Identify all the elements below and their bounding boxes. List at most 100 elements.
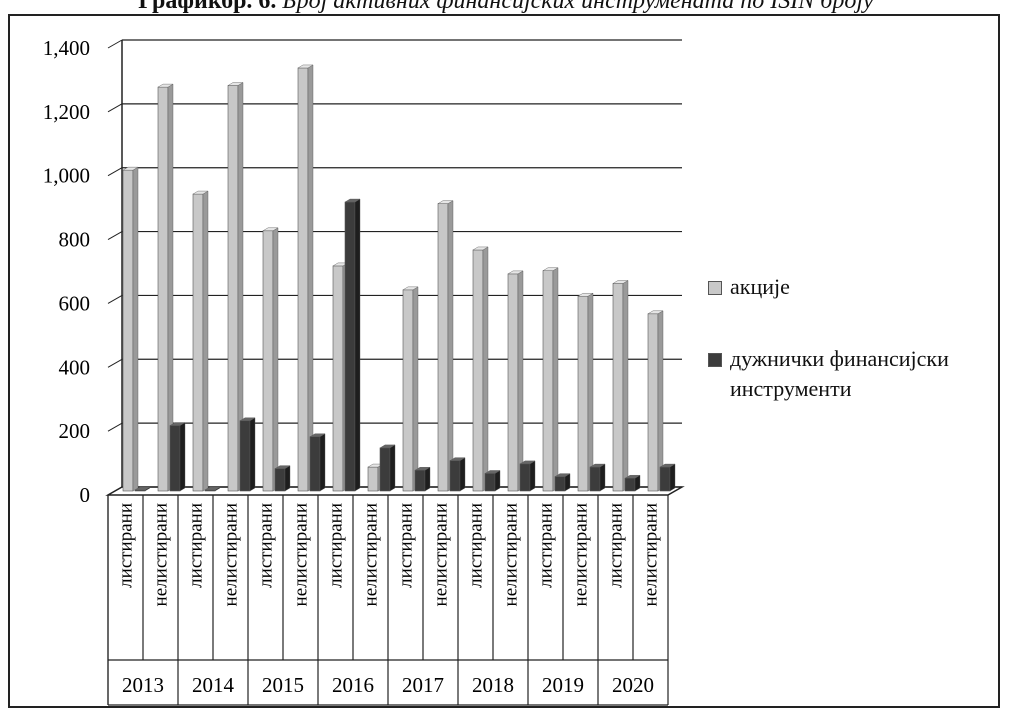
bar-side — [599, 463, 606, 492]
bar-duznicki — [484, 473, 496, 492]
x-category-label: нелистирани — [431, 503, 452, 606]
bar-duznicki — [519, 463, 531, 492]
gridline-side — [107, 294, 123, 304]
x-year-label: 2013 — [122, 673, 164, 697]
bar-top — [612, 280, 629, 284]
bar-duznicki — [239, 420, 251, 492]
x-year-label: 2019 — [542, 673, 584, 697]
gridline-side — [107, 422, 123, 432]
bar-duznicki — [624, 477, 636, 492]
x-category-label: нелистирани — [361, 503, 382, 606]
x-category-label: листирани — [536, 503, 557, 588]
bar-side — [412, 286, 419, 492]
x-category-label: нелистирани — [151, 503, 172, 606]
bar-duznicki — [274, 468, 286, 492]
bar-side — [424, 466, 431, 492]
x-year-label: 2015 — [262, 673, 304, 697]
bar-top — [309, 433, 326, 437]
bar-duznicki — [344, 201, 356, 492]
y-tick-label: 1,200 — [43, 100, 90, 124]
x-category-label: листирани — [606, 503, 627, 588]
bar-akcije — [402, 289, 414, 492]
gridline-side — [107, 358, 123, 368]
bar-side — [179, 422, 186, 492]
bar-akcije — [437, 203, 449, 492]
legend-item-duznicki: дужнички финансијски инструменти — [708, 344, 998, 404]
bar-top — [519, 460, 536, 465]
x-category-label: нелистирани — [501, 503, 522, 606]
bar-top — [402, 286, 419, 291]
bar-top — [239, 417, 256, 421]
bar-top — [192, 190, 209, 195]
gridline-side — [107, 231, 123, 241]
bar-top — [379, 444, 396, 449]
bar-duznicki — [449, 460, 461, 492]
x-year-label: 2020 — [612, 673, 654, 697]
bar-top — [414, 467, 431, 471]
bar-top — [157, 83, 174, 88]
bar-akcije — [227, 85, 239, 492]
bar-akcije — [157, 86, 169, 492]
legend-label-akcije: акције — [730, 274, 790, 299]
bar-side — [132, 166, 139, 492]
bar-top — [589, 463, 606, 468]
gridline-side — [107, 167, 123, 177]
y-tick-label: 400 — [59, 355, 91, 379]
bar-duznicki — [379, 447, 391, 492]
x-category-label: листирани — [466, 503, 487, 588]
x-year-label: 2017 — [402, 673, 444, 697]
bar-top — [624, 475, 641, 479]
bar-akcije — [332, 265, 344, 492]
y-tick-label: 0 — [80, 483, 91, 507]
bar-top — [297, 64, 314, 69]
bar-side — [517, 270, 524, 492]
bar-top — [204, 486, 221, 491]
x-category-label: листирани — [256, 503, 277, 588]
x-category-label: листирани — [186, 503, 207, 588]
y-tick-label: 800 — [59, 228, 91, 252]
bar-side — [587, 292, 594, 492]
bar-akcije — [367, 466, 379, 492]
legend-item-akcije: акције — [708, 272, 998, 302]
chart-frame — [8, 14, 1000, 708]
x-category-label: нелистирани — [571, 503, 592, 606]
bar-side — [529, 460, 536, 492]
figure-caption: Графикбр. 6. Број активних финансијских … — [0, 0, 1012, 15]
gridline-side — [107, 39, 123, 49]
x-category-label: нелистирани — [641, 503, 662, 606]
bar-side — [319, 433, 326, 492]
y-tick-label: 1,400 — [43, 36, 90, 60]
legend-label-duznicki: дужнички финансијски инструменти — [730, 346, 949, 401]
x-category-label: нелистирани — [221, 503, 242, 606]
bar-top — [484, 470, 501, 474]
caption-number: Графикбр. 6. — [138, 0, 277, 14]
y-tick-label: 600 — [59, 291, 91, 315]
bar-side — [552, 267, 559, 492]
chart-floor — [105, 486, 685, 496]
x-category-label: нелистирани — [291, 503, 312, 606]
bar-akcije — [472, 249, 484, 492]
bar-akcije — [542, 270, 554, 492]
bar-akcije — [577, 295, 589, 492]
x-year-label: 2016 — [332, 673, 374, 697]
bar-top — [659, 463, 676, 468]
bar-side — [307, 64, 314, 492]
bar-top — [262, 227, 279, 231]
bar-akcije — [647, 313, 659, 492]
x-category-label: листирани — [396, 503, 417, 588]
bar-akcije — [612, 283, 624, 492]
bar-top — [507, 270, 524, 275]
y-tick-label: 1,000 — [43, 164, 90, 188]
bar-top — [169, 422, 186, 426]
bar-akcije — [192, 193, 204, 492]
bar-duznicki — [169, 425, 181, 492]
bar-duznicki — [589, 466, 601, 492]
bar-duznicki — [659, 466, 671, 492]
bar-side — [482, 246, 489, 492]
bar-top — [577, 293, 594, 297]
bar-side — [249, 417, 256, 492]
bar-top — [134, 486, 151, 491]
x-category-label: листирани — [326, 503, 347, 588]
bar-top — [122, 166, 139, 171]
